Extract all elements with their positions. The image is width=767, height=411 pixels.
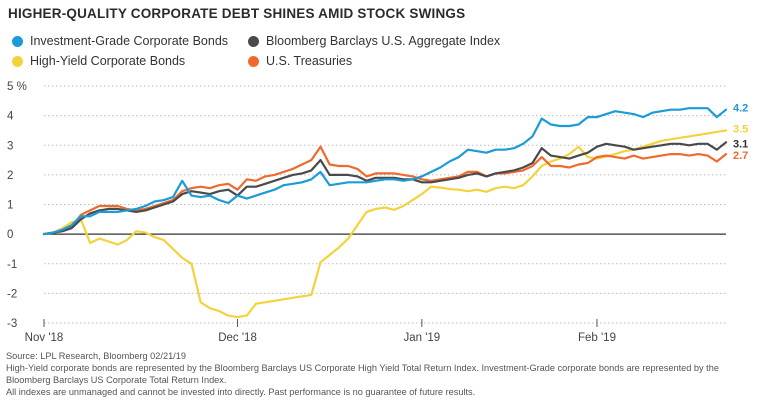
legend-item-treasuries[interactable]: U.S. Treasuries bbox=[248, 54, 352, 68]
series-end-label: 2.7 bbox=[733, 150, 748, 162]
y-tick-label: -3 bbox=[7, 318, 17, 330]
legend-label: U.S. Treasuries bbox=[266, 54, 353, 68]
line-chart: -3 -2 -1 0 1 2 3 4 5 % Nov '18 Dec '18 Jan '19 Feb … bbox=[7, 81, 748, 344]
y-tick-label: 5 % bbox=[7, 81, 27, 93]
y-tick-label: -2 bbox=[7, 288, 17, 300]
series-line bbox=[42, 145, 728, 236]
x-tick-label: Feb '19 bbox=[578, 332, 616, 344]
source-note: Source: LPL Research, Bloomberg 02/21/19 bbox=[6, 351, 186, 361]
x-tick-label: Dec '18 bbox=[218, 332, 257, 344]
legend-label: Investment-Grade Corporate Bonds bbox=[30, 34, 229, 48]
legend-dot-icon bbox=[12, 35, 23, 47]
legend-dot-icon bbox=[248, 55, 259, 67]
legend: Investment-Grade Corporate Bonds Bloombe… bbox=[12, 34, 572, 78]
y-tick-label: 2 bbox=[7, 170, 13, 182]
x-tick-label: Nov '18 bbox=[25, 332, 64, 344]
y-tick-label: 3 bbox=[7, 140, 13, 152]
legend-label: High-Yield Corporate Bonds bbox=[30, 54, 186, 68]
legend-dot-icon bbox=[248, 35, 259, 47]
series-line bbox=[42, 141, 728, 236]
legend-label: Bloomberg Barclays U.S. Aggregate Index bbox=[266, 34, 501, 48]
x-tick-label: Jan '19 bbox=[403, 332, 440, 344]
chart-series bbox=[42, 107, 728, 319]
legend-item-aggregate-index[interactable]: Bloomberg Barclays U.S. Aggregate Index bbox=[248, 34, 500, 48]
series-line bbox=[42, 107, 728, 236]
y-tick-label: 0 bbox=[7, 229, 13, 241]
y-tick-label: 4 bbox=[7, 111, 14, 123]
series-end-label: 4.2 bbox=[733, 103, 748, 115]
series-end-labels: 3.5 2.73.1 4.2 bbox=[733, 103, 748, 162]
series-end-label: 3.5 bbox=[733, 123, 748, 135]
page-title: HIGHER-QUALITY CORPORATE DEBT SHINES AMI… bbox=[8, 6, 466, 21]
legend-item-investment-grade[interactable]: Investment-Grade Corporate Bonds bbox=[12, 34, 228, 48]
footnotes: Source: LPL Research, Bloomberg 02/21/19… bbox=[6, 350, 761, 398]
footnote-line: Bloomberg Barclays US Corporate Total Re… bbox=[6, 375, 227, 385]
legend-item-high-yield[interactable]: High-Yield Corporate Bonds bbox=[12, 54, 185, 68]
legend-dot-icon bbox=[12, 55, 23, 67]
footnote-line: High-Yield corporate bonds are represent… bbox=[6, 363, 719, 373]
y-tick-label: 1 bbox=[7, 200, 13, 212]
x-axis: Nov '18 Dec '18 Jan '19 Feb '19 bbox=[25, 319, 616, 344]
series-line bbox=[42, 129, 728, 319]
y-tick-label: -1 bbox=[7, 259, 17, 271]
disclaimer-note: All indexes are unmanaged and cannot be … bbox=[6, 387, 476, 397]
series-end-label: 3.1 bbox=[733, 138, 748, 150]
y-axis: -3 -2 -1 0 1 2 3 4 5 % bbox=[7, 81, 27, 330]
